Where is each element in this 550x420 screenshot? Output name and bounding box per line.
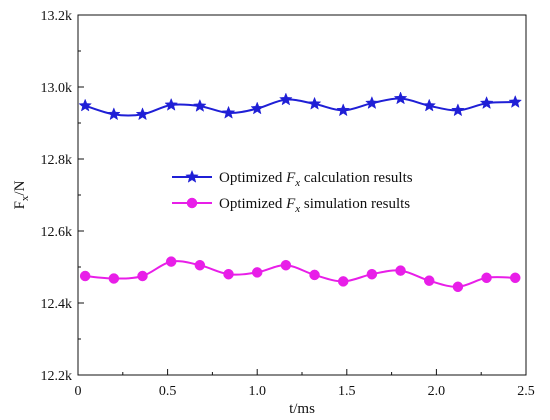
- legend-label-suffix: simulation results: [300, 196, 410, 212]
- series-1-point: [221, 105, 236, 119]
- series-2-point: [79, 270, 91, 282]
- series-1-point: [107, 107, 121, 121]
- legend-label-subscript: x: [294, 203, 300, 215]
- y-axis-label-unit: /N: [12, 180, 28, 195]
- legend-label-prefix: Optimized: [219, 196, 286, 212]
- series-2-point: [309, 269, 320, 281]
- series-1-point: [451, 103, 465, 117]
- series-2-point: [366, 268, 378, 280]
- series-layer: [78, 91, 523, 293]
- legend-label-prefix: Optimized: [219, 170, 286, 186]
- series-1-point: [365, 96, 379, 110]
- axes-layer: 0 0.5 1.0 1.5 2.0 2.5 12.2k 12.4k 12.6k 12.8k 13.0…: [41, 9, 535, 399]
- y-tick-label: 12.6k: [41, 225, 73, 240]
- x-tick-label: 0.5: [159, 384, 177, 399]
- series-2-line: [85, 260, 516, 288]
- legend-label: Optimized Fx simulation results: [219, 196, 410, 215]
- series-2-point: [337, 276, 349, 287]
- y-tick-label: 12.2k: [41, 369, 73, 384]
- y-tick-label: 13.0k: [41, 81, 73, 96]
- series-1-point: [508, 94, 523, 108]
- series-1: [78, 91, 523, 121]
- series-1-point: [250, 101, 265, 115]
- series-2-point: [395, 265, 406, 276]
- legend-item-2: Optimized Fx simulation results: [172, 196, 410, 215]
- y-tick-label: 12.4k: [41, 297, 73, 312]
- series-2-point: [223, 268, 234, 280]
- series-1-point: [135, 107, 150, 121]
- legend: Optimized Fx calculation resultsOptimize…: [172, 169, 413, 215]
- plot-frame: [77, 14, 527, 376]
- x-tick-label: 2.0: [428, 384, 446, 399]
- legend-item-1: Optimized Fx calculation results: [172, 169, 413, 189]
- series-1-point: [78, 98, 93, 112]
- legend-marker: [186, 197, 198, 209]
- series-1-line: [84, 97, 516, 117]
- series-2-point: [481, 272, 492, 284]
- x-tick-label: 1.0: [248, 384, 266, 399]
- series-2-point: [251, 267, 263, 278]
- series-2-point: [137, 270, 148, 282]
- series-2: [79, 256, 521, 293]
- x-axis-label: t/ms: [289, 401, 315, 417]
- x-tick-label: 0: [75, 384, 82, 399]
- series-1-point: [279, 92, 293, 106]
- series-1-point: [336, 103, 351, 117]
- legend-label-variable: F: [285, 170, 296, 186]
- y-axis-label-main: F: [12, 201, 28, 209]
- series-2-point: [509, 272, 521, 284]
- series-2-point: [165, 256, 177, 267]
- x-tick-label: 2.5: [517, 384, 535, 399]
- y-axis-label: Fx/N: [12, 180, 31, 209]
- x-tick-label: 1.5: [338, 384, 356, 399]
- series-1-point: [422, 98, 437, 112]
- series-2-point: [280, 259, 292, 271]
- series-2-point: [423, 275, 435, 286]
- series-1-point: [307, 96, 322, 110]
- series-2-point: [194, 259, 206, 271]
- y-axis-label-subscript: x: [19, 195, 31, 201]
- series-1-point: [193, 98, 207, 112]
- series-2-point: [108, 273, 120, 284]
- legend-label-subscript: x: [294, 177, 300, 189]
- legend-label-suffix: calculation results: [300, 170, 413, 186]
- series-1-point: [479, 96, 494, 110]
- series-1-point: [393, 91, 408, 105]
- series-1-point: [164, 97, 179, 111]
- legend-marker: [185, 169, 199, 183]
- series-2-point: [452, 281, 464, 293]
- legend-label: Optimized Fx calculation results: [219, 170, 413, 189]
- y-tick-label: 12.8k: [41, 153, 73, 168]
- svg-text:Fx/N: Fx/N: [12, 180, 31, 209]
- y-tick-label: 13.2k: [41, 9, 73, 24]
- legend-label-variable: F: [285, 196, 296, 212]
